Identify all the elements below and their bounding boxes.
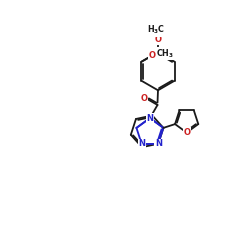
Text: N: N	[146, 114, 154, 122]
Text: O: O	[149, 51, 156, 60]
Text: $\mathbf{CH_3}$: $\mathbf{CH_3}$	[156, 47, 174, 60]
Text: O: O	[183, 128, 190, 137]
Text: O: O	[154, 35, 162, 44]
Text: N: N	[138, 139, 145, 148]
Text: N: N	[155, 139, 162, 148]
Text: $\mathbf{H_3C}$: $\mathbf{H_3C}$	[147, 24, 165, 36]
Text: N: N	[146, 114, 154, 122]
Text: O: O	[140, 94, 147, 103]
